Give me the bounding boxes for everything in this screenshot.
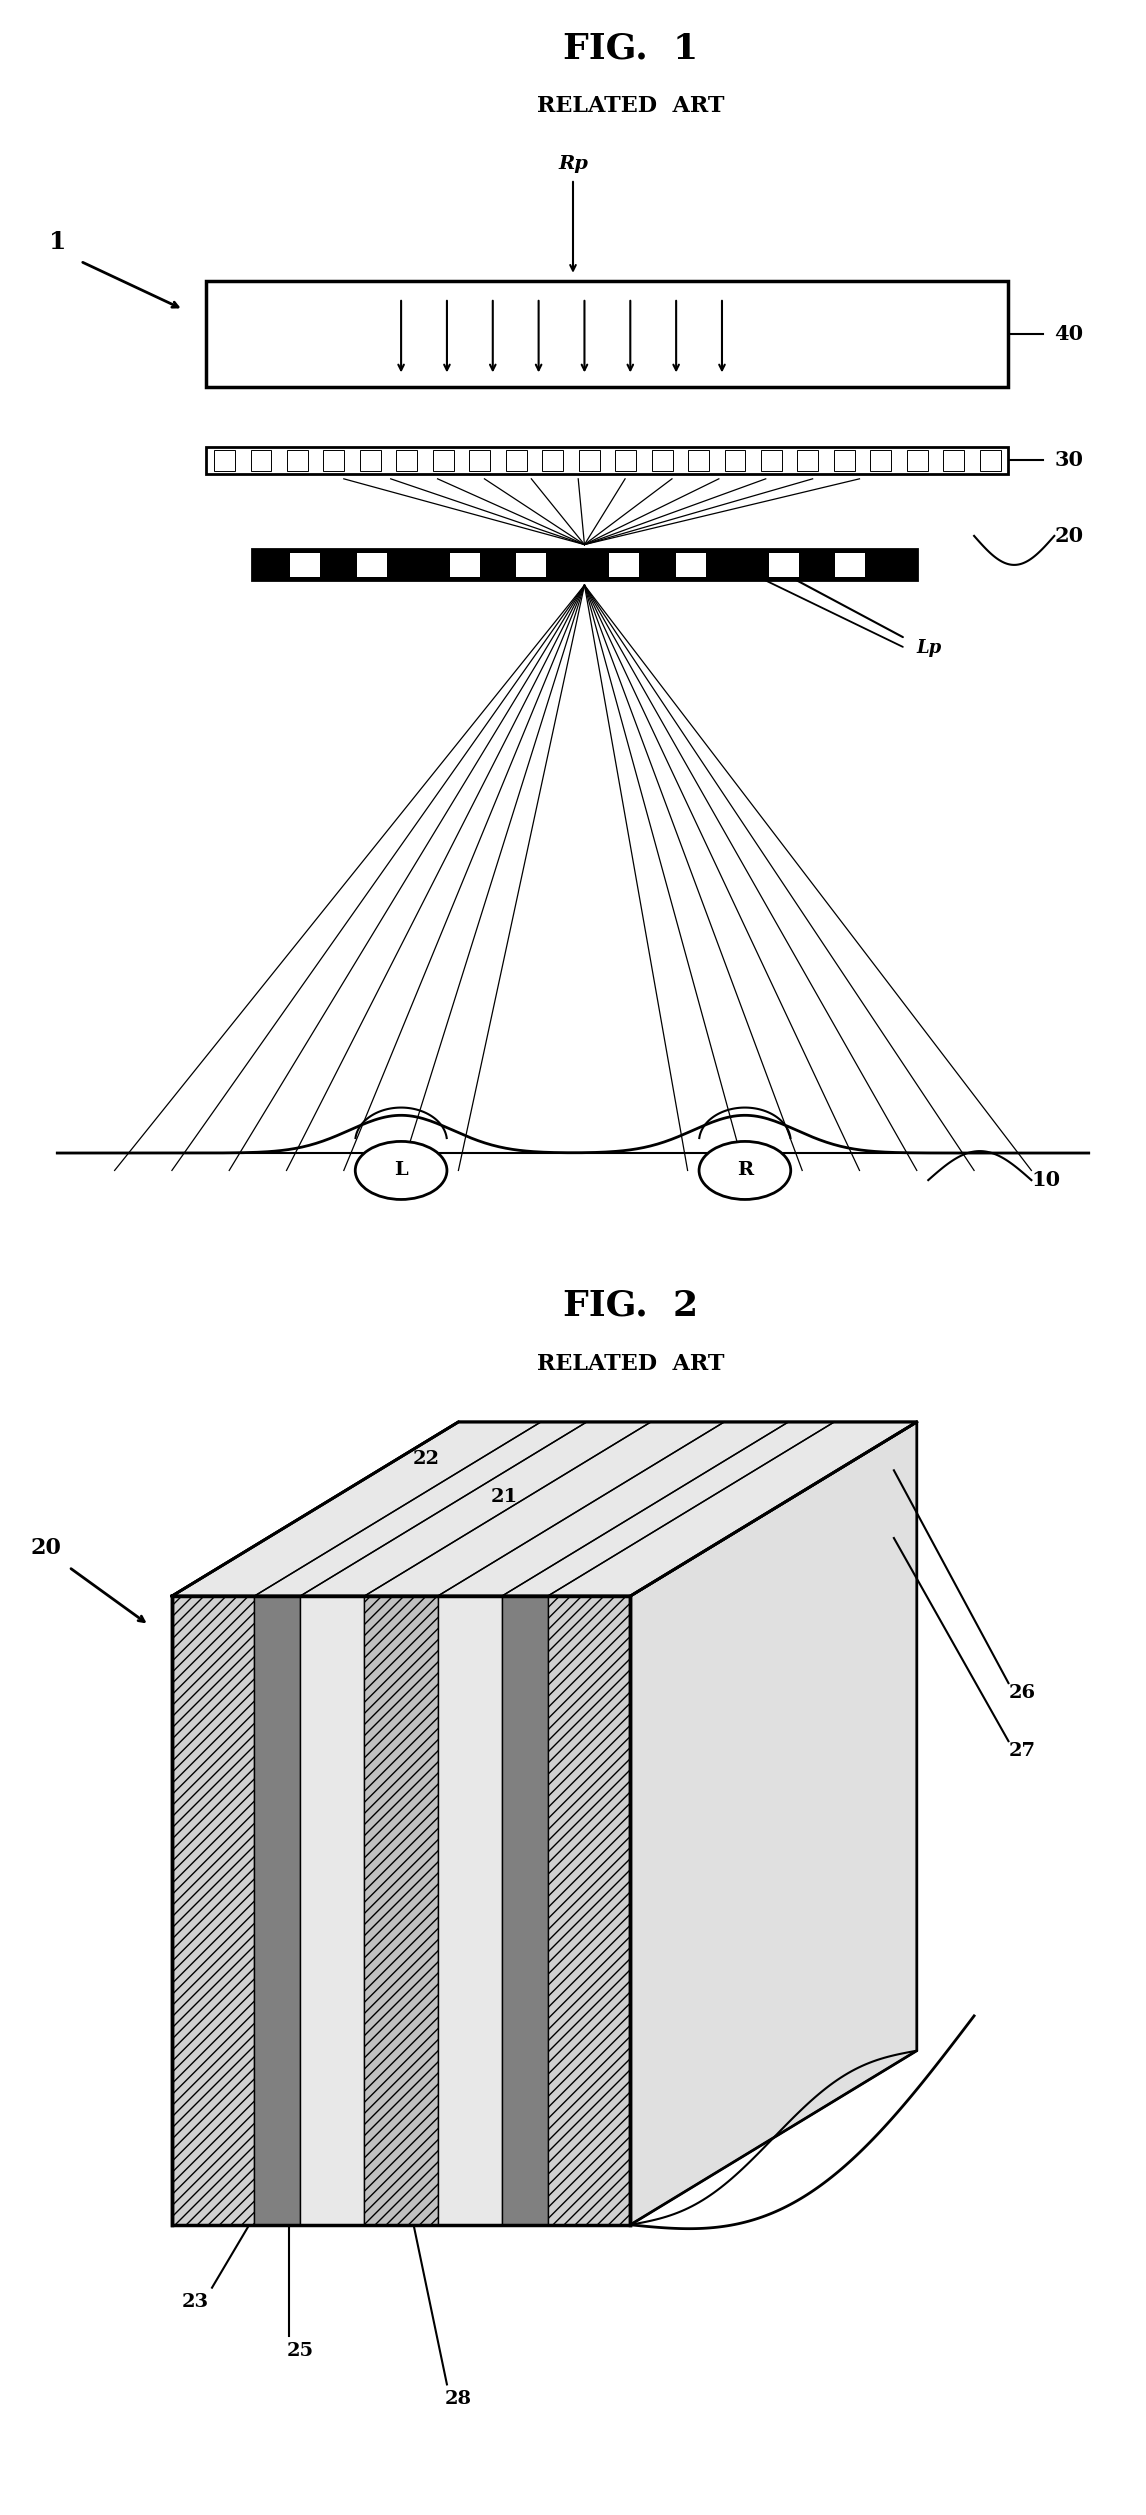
Bar	[206, 282, 1008, 387]
Bar	[906, 450, 928, 470]
Text: 1: 1	[48, 229, 66, 254]
Bar	[676, 553, 706, 576]
Bar	[300, 1597, 364, 2226]
Bar	[251, 450, 272, 470]
Bar	[502, 1597, 548, 2226]
Text: RELATED  ART: RELATED ART	[536, 1353, 724, 1376]
Bar	[615, 450, 636, 470]
Bar	[769, 553, 799, 576]
Text: R: R	[737, 1162, 753, 1180]
Text: 22: 22	[413, 1449, 440, 1469]
Bar	[834, 450, 855, 470]
Text: L: L	[394, 1162, 408, 1180]
Bar	[252, 548, 917, 581]
Text: FIG.  1: FIG. 1	[563, 30, 698, 65]
Text: 27: 27	[1008, 1743, 1036, 1760]
Bar	[364, 1597, 438, 2226]
Bar	[724, 450, 745, 470]
Bar	[610, 553, 639, 576]
Ellipse shape	[355, 1142, 447, 1200]
Bar	[943, 450, 964, 470]
Text: 20: 20	[31, 1537, 61, 1559]
Text: 30: 30	[1054, 450, 1083, 470]
Bar	[433, 450, 454, 470]
Bar	[290, 553, 320, 576]
Bar	[505, 450, 527, 470]
Bar	[323, 450, 344, 470]
Bar	[980, 450, 1000, 470]
Bar	[579, 450, 599, 470]
Bar	[548, 1597, 630, 2226]
Text: Lp: Lp	[917, 639, 942, 656]
Bar	[761, 450, 782, 470]
Text: 21: 21	[490, 1489, 518, 1506]
Text: 28: 28	[445, 2389, 472, 2407]
Text: RELATED  ART: RELATED ART	[536, 96, 724, 118]
Text: 23: 23	[181, 2294, 209, 2311]
Polygon shape	[630, 1421, 917, 2226]
Bar	[286, 450, 308, 470]
Bar	[835, 553, 865, 576]
Text: 26: 26	[1008, 1683, 1036, 1703]
Polygon shape	[172, 1421, 917, 1597]
Bar	[172, 1597, 254, 2226]
Bar	[517, 553, 547, 576]
Bar	[360, 450, 380, 470]
Text: 20: 20	[1054, 526, 1083, 546]
Text: 10: 10	[1031, 1169, 1060, 1190]
Bar	[652, 450, 673, 470]
Polygon shape	[630, 1421, 917, 2226]
Bar	[542, 450, 563, 470]
Bar	[871, 450, 892, 470]
Bar	[450, 553, 480, 576]
Bar	[214, 450, 235, 470]
Bar	[688, 450, 709, 470]
Bar	[206, 448, 1008, 473]
Ellipse shape	[699, 1142, 791, 1200]
Text: Rp: Rp	[558, 156, 588, 174]
Text: 40: 40	[1054, 324, 1083, 345]
Text: FIG.  2: FIG. 2	[563, 1288, 698, 1323]
Bar	[397, 450, 417, 470]
Text: 25: 25	[286, 2341, 314, 2359]
Bar	[356, 553, 386, 576]
Bar	[254, 1597, 300, 2226]
Bar	[470, 450, 490, 470]
Bar	[798, 450, 818, 470]
Bar	[438, 1597, 502, 2226]
Bar	[172, 1597, 630, 2226]
